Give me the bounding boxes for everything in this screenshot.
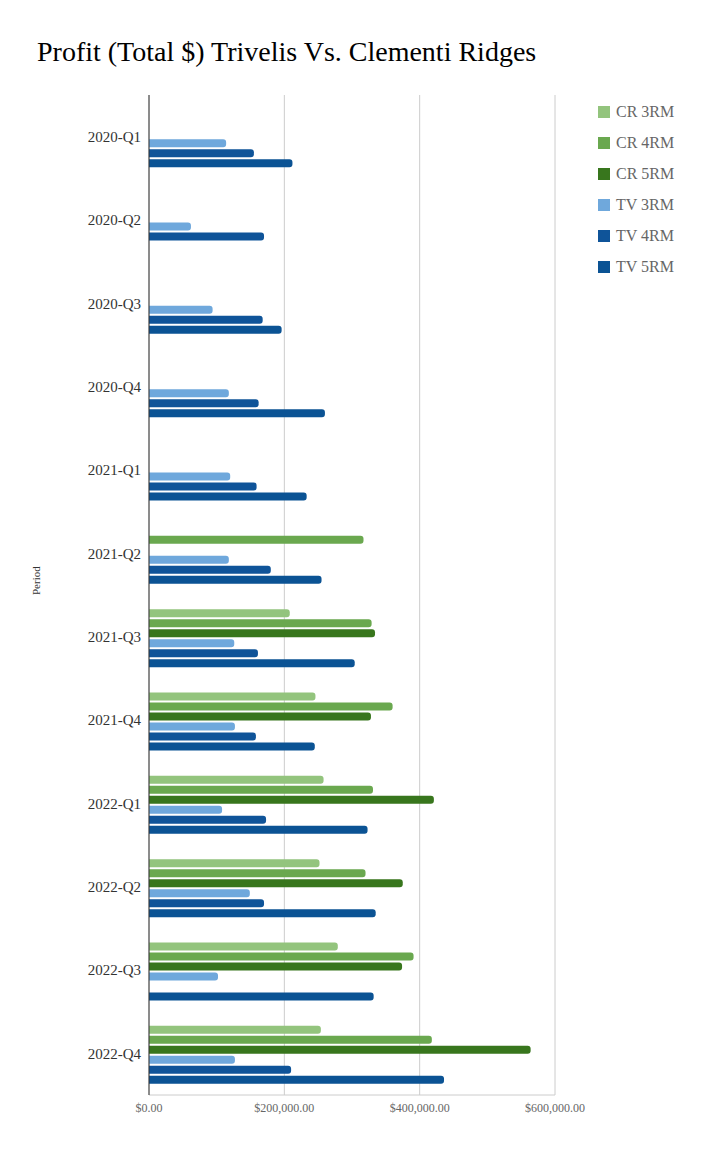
svg-text:$0.00: $0.00 — [136, 1101, 163, 1115]
svg-text:2022-Q1: 2022-Q1 — [88, 796, 141, 812]
svg-text:2021-Q4: 2021-Q4 — [88, 712, 142, 728]
svg-text:Period: Period — [30, 566, 42, 595]
svg-text:2020-Q3: 2020-Q3 — [88, 296, 141, 312]
svg-text:2020-Q2: 2020-Q2 — [88, 212, 141, 228]
svg-text:2020-Q4: 2020-Q4 — [88, 379, 142, 395]
html-text:CR 5RM: CR 5RM — [616, 164, 675, 182]
html-text:Profit (Total $) Trivelis Vs.: Profit (Total $) Trivelis Vs. Clementi R… — [37, 36, 537, 67]
svg-text:2020-Q1: 2020-Q1 — [88, 129, 141, 145]
svg-text:$600,000.00: $600,000.00 — [525, 1101, 585, 1115]
svg-text:2022-Q2: 2022-Q2 — [88, 879, 141, 895]
svg-text:2021-Q2: 2021-Q2 — [88, 546, 141, 562]
svg-text:2021-Q1: 2021-Q1 — [88, 462, 141, 478]
svg-text:$400,000.00: $400,000.00 — [390, 1101, 450, 1115]
html-text:TV 5RM: TV 5RM — [616, 257, 674, 275]
html-text:CR 3RM: CR 3RM — [616, 102, 675, 120]
svg-text:$200,000.00: $200,000.00 — [254, 1101, 314, 1115]
html-text:CR 4RM: CR 4RM — [616, 133, 675, 151]
svg-text:2022-Q4: 2022-Q4 — [88, 1046, 142, 1062]
html-text:TV 3RM: TV 3RM — [616, 195, 674, 213]
html-text:TV 4RM: TV 4RM — [616, 226, 674, 244]
svg-text:2022-Q3: 2022-Q3 — [88, 962, 141, 978]
svg-text:2021-Q3: 2021-Q3 — [88, 629, 141, 645]
